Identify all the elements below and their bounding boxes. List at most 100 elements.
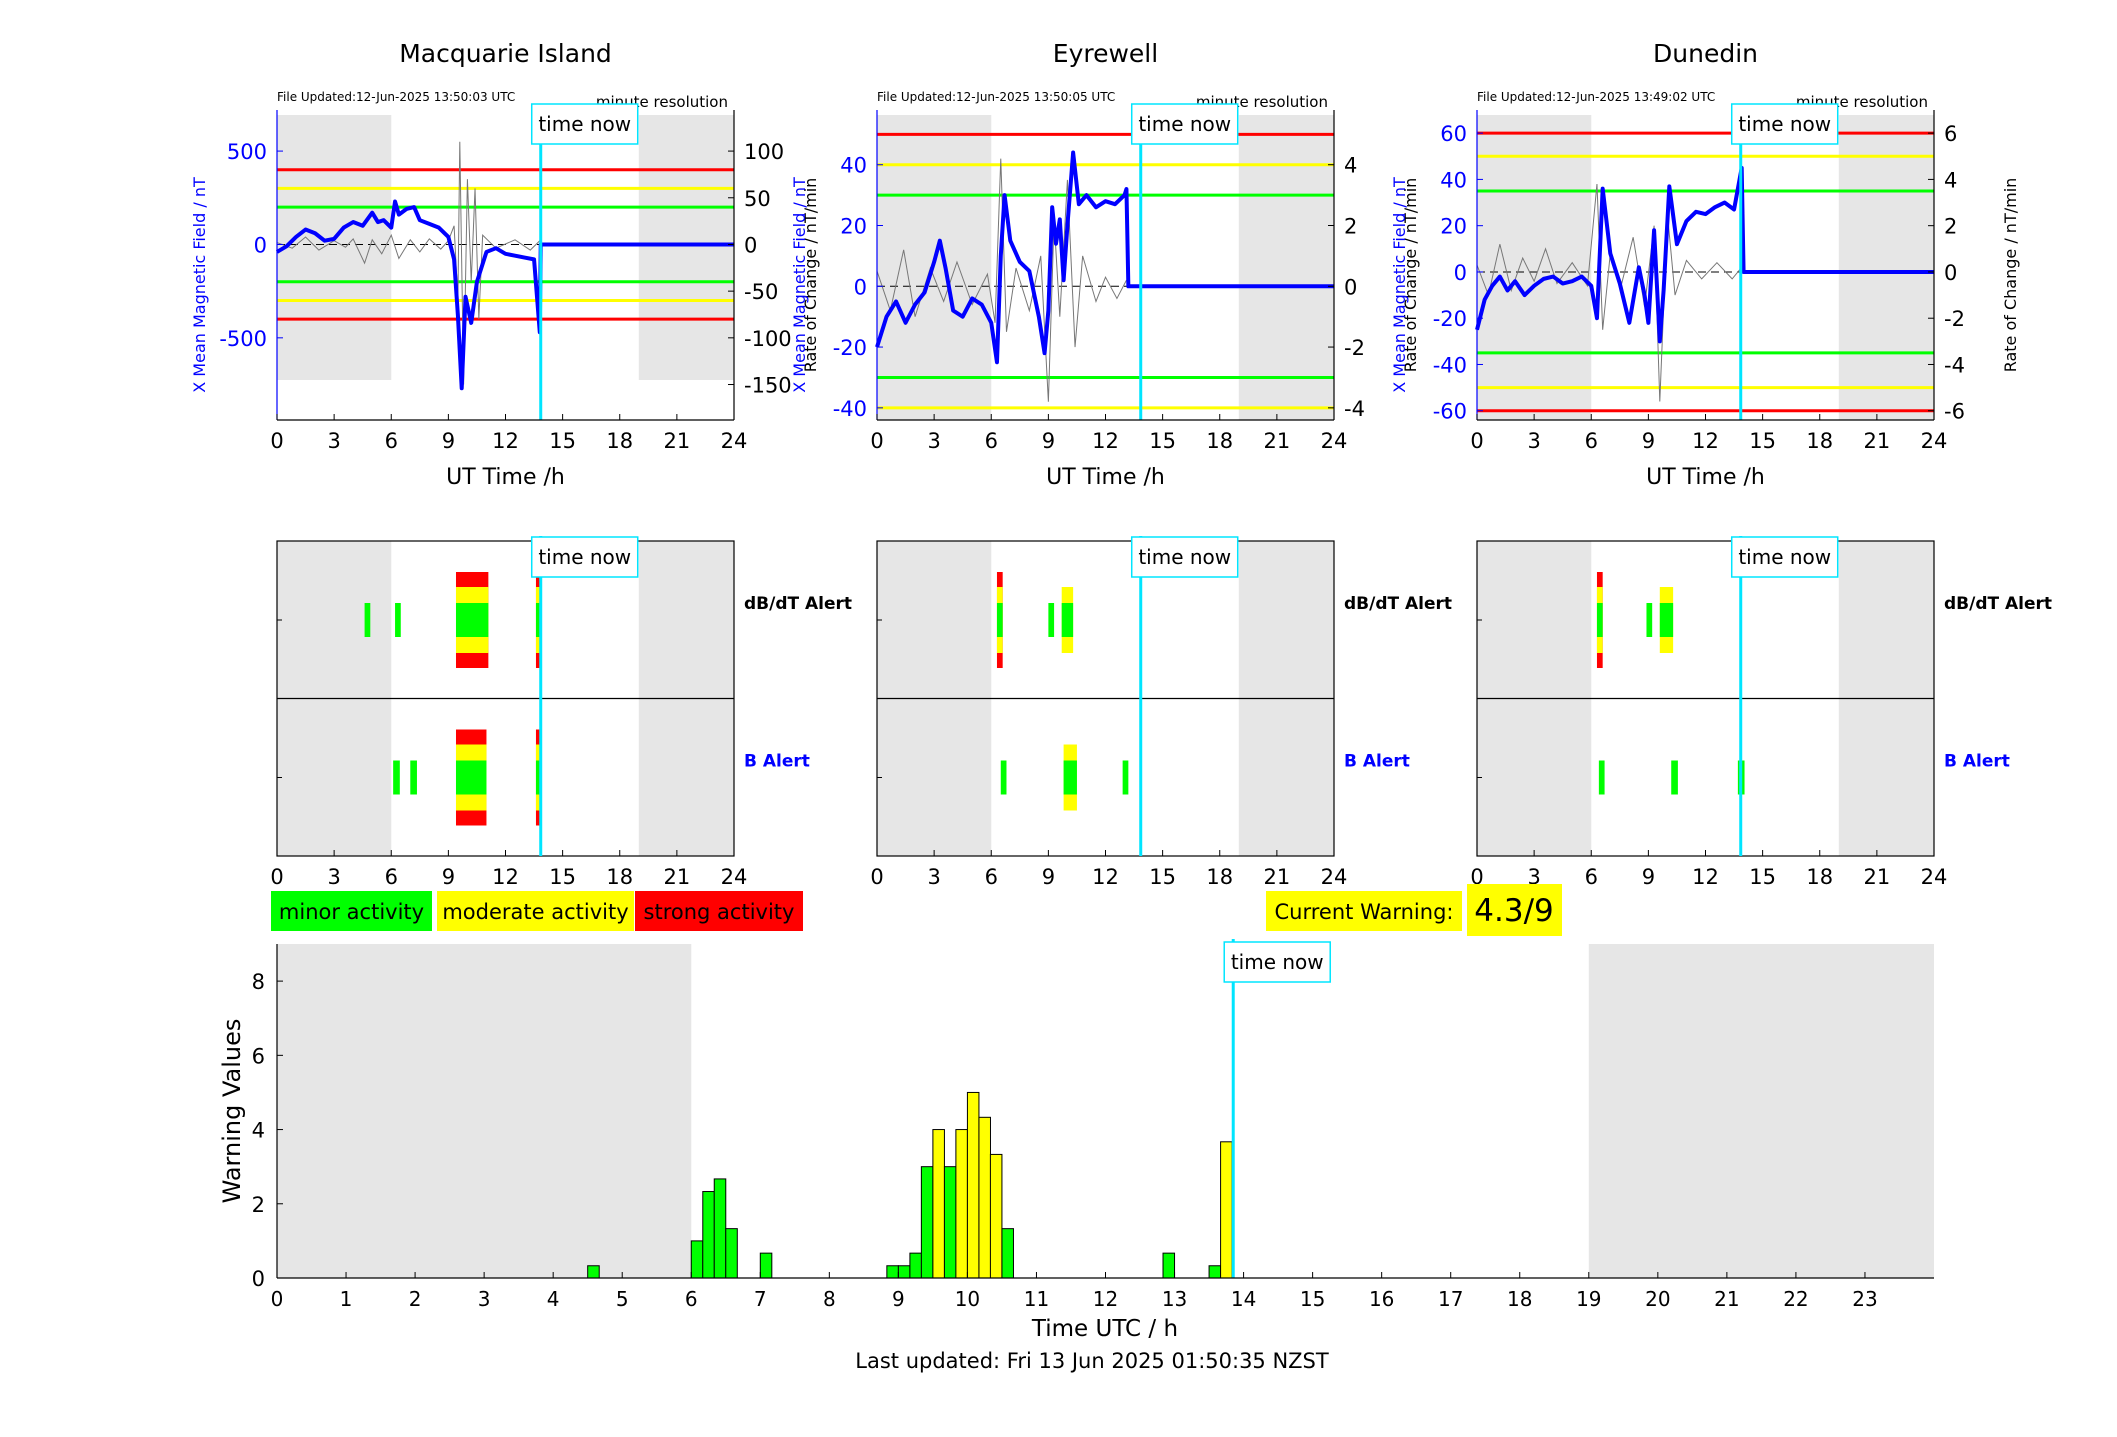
x-tick-label: 15 [1149,429,1176,453]
x-tick-label: 16 [1369,1287,1394,1311]
warning-bar [1001,1228,1014,1279]
right-tick-label: -100 [744,327,792,351]
right-tick-label: -2 [1944,307,1965,331]
warning-bar [932,1129,945,1279]
time-now-label: time now [1138,545,1231,569]
current-warning: Current Warning: 4.3/9 [1266,884,1562,936]
left-tick-label: 40 [840,154,867,178]
x-tick-label: 12 [1092,429,1119,453]
right-tick-label: 100 [744,140,784,164]
alert-panel-eyrewell: time now dB/dT Alert B Alert 0 3 6 9 12 15 18 21 24 [870,536,1452,889]
legend-label-moderate: moderate activity [442,900,628,924]
right-tick-label: 0 [1344,275,1357,299]
alert-bar-minor [1598,760,1605,795]
magnetometer-panel-eyrewell: Eyrewell File Updated:12-Jun-2025 13:50:0… [790,39,1420,490]
night-shading [277,944,692,1278]
b-alert-label: B Alert [744,752,810,772]
alert-bar-minor [996,603,1003,637]
night-shading [1238,115,1334,420]
last-updated-label: Last updated: Fri 13 Jun 2025 01:50:35 N… [855,1349,1329,1373]
magnetometer-panel-dunedin: Dunedin File Updated:12-Jun-2025 13:49:02… [1390,39,2020,490]
x-tick-label: 12 [492,865,519,889]
x-tick-label: 12 [492,429,519,453]
alert-bar-minor [1646,603,1653,637]
x-axis-label: Time UTC / h [1031,1316,1178,1342]
time-now-marker: time now [1730,103,1839,145]
time-now-label: time now [1738,112,1831,136]
x-tick-label: 10 [955,1287,980,1311]
x-tick-label: 24 [1321,865,1348,889]
warning-bar [690,1240,704,1279]
x-tick-label: 3 [1527,865,1540,889]
warning-bar [1208,1265,1222,1279]
x-tick-label: 15 [1300,1287,1325,1311]
warning-bar [886,1265,899,1279]
alert-bar-minor [1063,760,1077,795]
x-tick-label: 15 [1749,429,1776,453]
warning-bar [725,1228,738,1279]
right-tick-label: -4 [1344,397,1365,421]
alert-bar-minor [535,760,542,795]
time-now-marker: time now [1130,103,1239,145]
left-axis-label: X Mean Magnetic Field / nT [1390,177,1409,393]
right-tick-label: 2 [1344,214,1357,238]
y-tick-label: 6 [252,1044,265,1068]
alert-bar-minor [393,760,400,795]
y-tick-label: 0 [252,1267,265,1291]
alert-bar-minor [1596,603,1603,637]
x-tick-label: 21 [664,865,691,889]
x-tick-label: 21 [1864,429,1891,453]
warning-bar [713,1178,727,1279]
x-tick-label: 11 [1024,1287,1049,1311]
time-now-label: time now [1138,112,1231,136]
x-tick-label: 7 [754,1287,767,1311]
current-warning-label-box [1266,891,1462,931]
alert-bar-minor [1659,603,1674,637]
x-tick-label: 24 [721,429,748,453]
warning-bar [943,1166,957,1279]
legend-label-minor: minor activity [279,900,424,924]
x-tick-label: 24 [1321,429,1348,453]
x-tick-label: 3 [327,865,340,889]
rate-of-change-trace [276,141,541,385]
x-tick-label: 21 [1264,865,1291,889]
left-tick-label: -20 [1433,307,1467,331]
right-axis-label: Rate of Change / nT/min [801,178,820,373]
y-tick-label: 8 [252,970,265,994]
right-axis-label: Rate of Change / nT/min [1401,178,1420,373]
right-tick-label: -4 [1944,353,1965,377]
x-tick-label: 2 [409,1287,422,1311]
x-tick-label: 18 [1806,429,1833,453]
time-now-marker: time now [1130,536,1239,578]
alert-bar-minor [395,603,401,637]
x-tick-label: 12 [1093,1287,1118,1311]
x-tick-label: 9 [442,429,455,453]
warning-bar [759,1252,773,1279]
field-trace [875,150,1334,365]
x-tick-label: 9 [442,865,455,889]
left-tick-label: 20 [1440,215,1467,239]
left-tick-label: -40 [1433,353,1467,377]
warning-bar [966,1091,980,1279]
left-tick-label: 20 [840,214,867,238]
dbdt-alert-label: dB/dT Alert [1944,594,2052,614]
time-now-label: time now [1738,545,1831,569]
left-tick-label: 40 [1440,168,1467,192]
x-tick-label: 6 [1585,429,1598,453]
time-now-label-box [530,103,639,145]
alert-bar-minor [1061,603,1074,637]
legend-swatch-moderate [437,891,634,931]
file-updated-label: File Updated:12-Jun-2025 13:49:02 UTC [1477,90,1715,104]
alert-bar-minor [455,760,487,795]
night-shading [1588,944,1934,1278]
station-title: Macquarie Island [399,39,612,68]
x-tick-label: 15 [549,429,576,453]
dbdt-alert-label: dB/dT Alert [1344,594,1452,614]
x-tick-label: 3 [1527,429,1540,453]
time-now-label-box [1730,536,1839,578]
alert-bar-minor [1122,760,1129,795]
x-tick-label: 0 [270,429,283,453]
warning-bar [1162,1252,1176,1279]
